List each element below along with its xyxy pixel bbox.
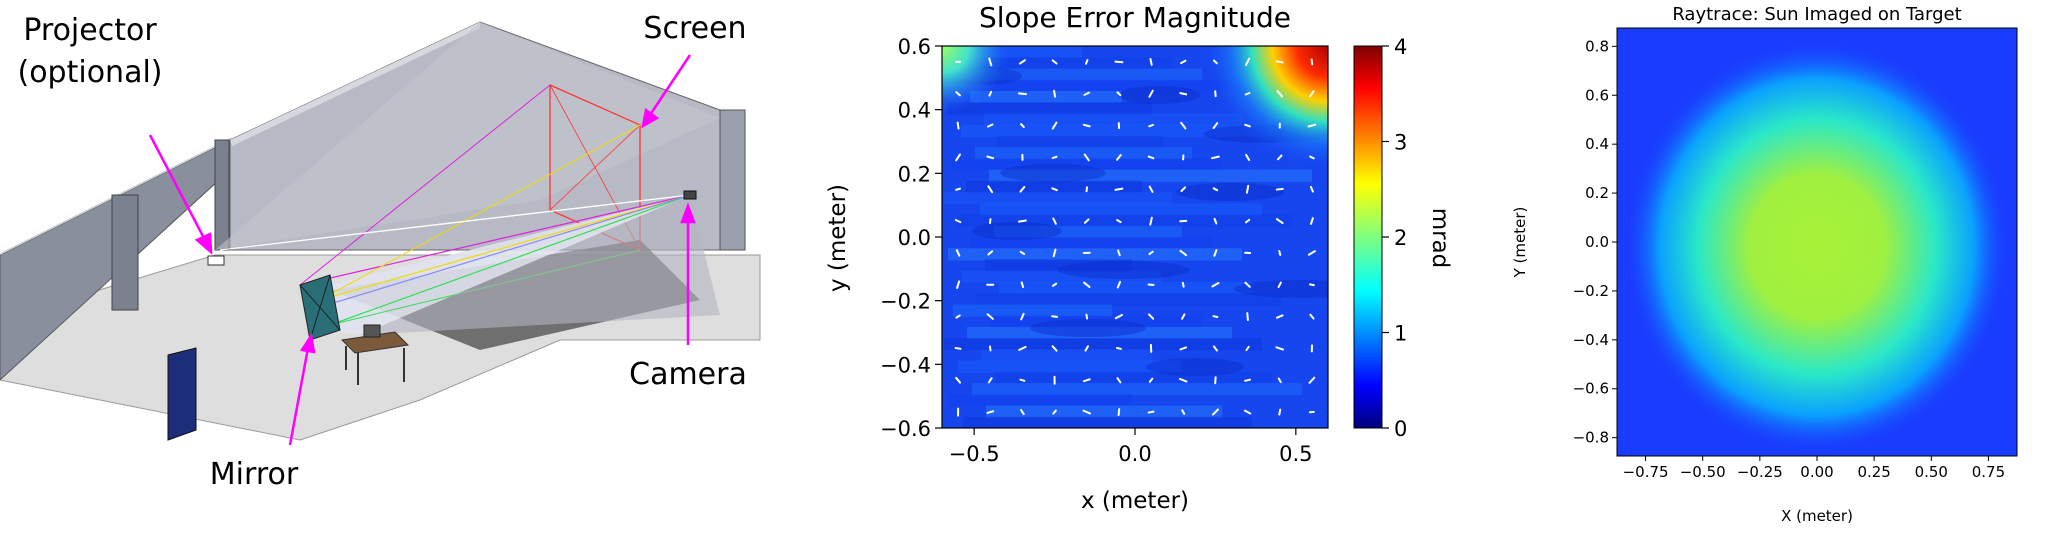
x-axis-label: x (meter) (1081, 488, 1189, 514)
y-tick-label: 0.8 (1585, 37, 1609, 55)
chart-title: Raytrace: Sun Imaged on Target (1672, 4, 1961, 25)
x-tick-label: 0.00 (1800, 463, 1833, 481)
test-setup-illustration: Projector (optional) Screen Camera Mirro… (0, 0, 800, 534)
x-tick-label: 0.25 (1857, 463, 1890, 481)
x-tick-label: 0.50 (1915, 463, 1948, 481)
colorbar-tick-label: 2 (1394, 226, 1407, 250)
y-tick-label: −0.2 (880, 290, 931, 314)
quiver-arrow (1054, 91, 1055, 97)
quiver-arrow (1115, 189, 1122, 190)
mirror-label: Mirror (210, 457, 299, 492)
y-tick-label: 0.4 (898, 99, 931, 123)
scene-svg: Projector (optional) Screen Camera Mirro… (0, 0, 800, 534)
quiver-arrow (1310, 284, 1314, 285)
quiver-arrow (1052, 316, 1057, 317)
slope-error-chart: Slope Error Magnitude −0.5 0.0 0.5 0.6 0.4 0.… (800, 0, 1500, 534)
colorbar-label: mrad (1427, 208, 1453, 269)
colorbar-ticks: 0 1 2 3 4 (1382, 35, 1407, 441)
slope-error-svg: Slope Error Magnitude −0.5 0.0 0.5 0.6 0.4 0.… (800, 0, 1500, 534)
y-tick-label: 0.2 (898, 162, 931, 186)
raytrace-svg: Raytrace: Sun Imaged on Target −0.75 −0.5… (1500, 0, 2048, 534)
x-axis-label: X (meter) (1781, 507, 1853, 525)
quiver-arrow (1086, 60, 1087, 64)
quiver-arrow (1019, 221, 1026, 222)
quiver-arrow (1279, 251, 1280, 255)
quiver-arrow (1149, 125, 1153, 126)
quiver-arrow (1119, 409, 1120, 415)
y-axis-label: Y (meter) (1511, 207, 1529, 279)
quiver-arrow (1277, 189, 1283, 190)
chart-title: Slope Error Magnitude (979, 1, 1291, 34)
raytrace-chart: Raytrace: Sun Imaged on Target −0.75 −0.5… (1500, 0, 2048, 534)
quiver-arrow (990, 219, 991, 223)
colorbar-tick-label: 1 (1394, 322, 1407, 346)
projector-optional-label: (optional) (18, 55, 163, 90)
y-tick-label: 0.6 (1585, 86, 1609, 104)
quiver-arrow (1117, 348, 1121, 349)
quiver-arrow (1115, 62, 1122, 63)
quiver-arrow (956, 348, 961, 349)
colorbar (1354, 46, 1382, 428)
quiver-arrow (1247, 186, 1248, 193)
quiver-arrow (1022, 282, 1023, 287)
projector-object (208, 256, 224, 265)
y-tick-label: 0.0 (898, 226, 931, 250)
x-tick-label: −0.75 (1623, 463, 1669, 481)
quiver-arrow (1150, 59, 1151, 65)
camera-label: Camera (629, 357, 747, 392)
screen-label: Screen (643, 11, 746, 46)
x-tick-label: 0.5 (1279, 442, 1312, 466)
quiver-arrow (1247, 313, 1248, 320)
projector-label: Projector (23, 13, 157, 48)
y-tick-label: −0.6 (880, 417, 931, 441)
quiver-arrow (1020, 380, 1024, 381)
y-tick-label: −0.4 (880, 353, 931, 377)
quiver-arrow (1084, 125, 1090, 126)
y-tick-label: 0.6 (898, 35, 931, 59)
quiver-arrow (1183, 283, 1184, 287)
y-tick-label: 0.2 (1585, 184, 1609, 202)
pillar (112, 195, 138, 310)
y-tick-label: −0.2 (1573, 282, 1609, 300)
x-tick-label: −0.25 (1737, 463, 1783, 481)
quiver-arrow (1149, 412, 1154, 413)
quiver-arrow (1019, 93, 1026, 94)
door (168, 348, 196, 440)
y-tick-label: −0.6 (1573, 380, 1609, 398)
y-tick-label: 0.4 (1585, 135, 1609, 153)
y-tick-label: −0.4 (1573, 331, 1609, 349)
colorbar-tick-label: 4 (1394, 35, 1407, 59)
monitor (364, 325, 380, 337)
quiver-arrow (1086, 315, 1087, 319)
pillar (215, 140, 229, 250)
quiver-arrow (1312, 59, 1313, 64)
quiver-arrow (958, 123, 959, 129)
x-tick-label: −0.50 (1680, 463, 1726, 481)
y-tick-label: 0.0 (1585, 233, 1609, 251)
quiver-arrow (1180, 93, 1186, 94)
hotspot-left (942, 46, 1328, 428)
x-tick-label: −0.5 (949, 442, 1000, 466)
x-tick-label: 0.0 (1118, 442, 1151, 466)
y-tick-label: −0.8 (1573, 429, 1609, 447)
colorbar-tick-label: 3 (1394, 131, 1407, 155)
colorbar-tick-label: 0 (1394, 417, 1407, 441)
x-tick-label: 0.75 (1972, 463, 2005, 481)
quiver-arrow (956, 189, 960, 190)
camera-object (684, 191, 696, 199)
quiver-arrow (1213, 316, 1217, 317)
quiver-arrow (1277, 61, 1283, 62)
y-axis-label: y (meter) (825, 184, 851, 292)
quiver-arrow (1279, 410, 1280, 415)
quiver-arrow (1245, 380, 1250, 381)
quiver-arrow (1053, 157, 1057, 158)
sun-image-spot (1625, 41, 2009, 452)
quiver-arrow (1246, 93, 1250, 94)
quiver-arrow (990, 346, 991, 350)
